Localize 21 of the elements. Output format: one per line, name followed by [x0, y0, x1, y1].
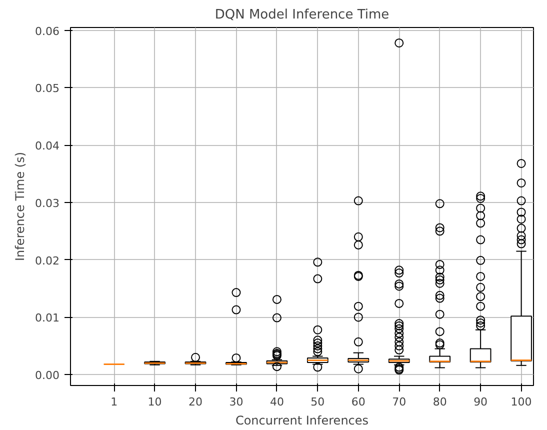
x-tick-label: 40: [270, 396, 284, 408]
x-tick-label: 100: [510, 396, 532, 408]
x-tick-label: 50: [310, 396, 325, 408]
x-tick-label: 1: [110, 396, 118, 408]
x-tick-label: 20: [188, 396, 203, 408]
x-tick-label: 70: [392, 396, 406, 408]
x-axis-title: Concurrent Inferences: [235, 414, 369, 428]
x-tick-label: 10: [148, 396, 162, 408]
y-tick-label: 0.01: [35, 312, 60, 325]
y-axis-title: Inference Time (s): [13, 152, 28, 261]
chart-title: DQN Model Inference Time: [214, 8, 390, 22]
y-tick-label: 0.06: [35, 24, 60, 38]
y-tick-label: 0.03: [35, 196, 60, 210]
x-tick-label: 30: [229, 396, 244, 408]
y-tick-label: 0.00: [35, 369, 60, 382]
x-tick-label: 80: [432, 396, 447, 408]
x-tick-label: 90: [474, 396, 488, 408]
x-tick-label: 60: [351, 396, 366, 408]
y-tick-label: 0.04: [35, 140, 60, 153]
y-tick-label: 0.05: [35, 82, 60, 96]
y-tick-label: 0.02: [35, 254, 60, 268]
